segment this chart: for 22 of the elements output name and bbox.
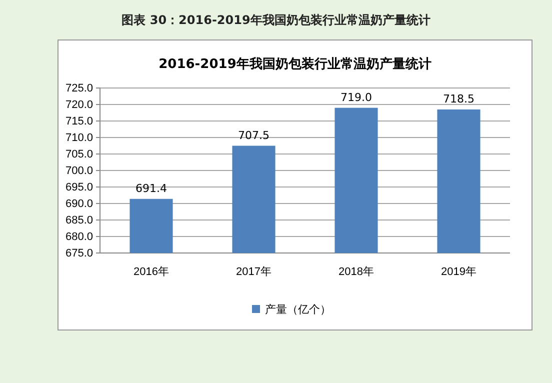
legend-label: 产量（亿个） [265, 303, 331, 316]
x-tick-label: 2016年 [134, 266, 169, 278]
text: 707.5 [238, 128, 270, 142]
y-tick-label: 685.0 [65, 214, 93, 227]
y-tick-label: 710.0 [65, 132, 93, 144]
text: 图表 30：2016-2019年我国奶包装行业常温奶产量统计 [122, 13, 430, 27]
y-tick-label: 705.0 [65, 148, 93, 161]
y-tick-label: 695.0 [65, 182, 93, 194]
text: 718.5 [443, 92, 474, 106]
y-tick-label: 715.0 [65, 116, 93, 128]
y-tick-label: 680.0 [65, 231, 93, 244]
y-tick-label: 720.0 [65, 99, 93, 112]
y-tick-label: 690.0 [65, 198, 93, 210]
y-tick-label: 675.0 [65, 248, 93, 260]
x-tick-label: 2018年 [338, 266, 374, 278]
x-tick-label: 2019年 [441, 266, 476, 278]
y-tick-label: 700.0 [65, 165, 93, 178]
text: 691.4 [136, 182, 167, 195]
text: 719.0 [340, 90, 372, 104]
y-tick-label: 725.0 [65, 82, 93, 95]
x-tick-label: 2017年 [236, 266, 272, 278]
chart-title: 2016-2019年我国奶包装行业常温奶产量统计 [158, 56, 432, 72]
